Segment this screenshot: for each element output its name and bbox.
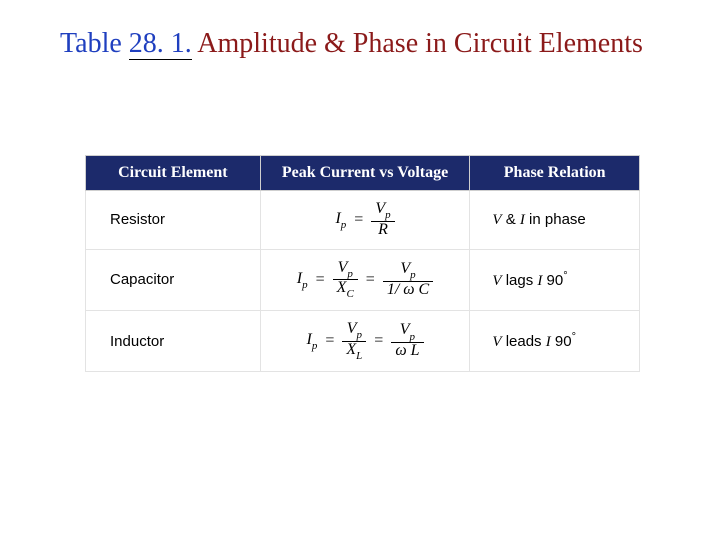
col-header-element: Circuit Element bbox=[86, 156, 261, 191]
page-title: Table 28. 1. Amplitude & Phase in Circui… bbox=[60, 28, 680, 60]
cell-phase: V lags I 90° bbox=[470, 249, 640, 310]
cell-formula: Ip=VpR bbox=[260, 191, 470, 250]
cell-element: Capacitor bbox=[86, 249, 261, 310]
cell-element: Resistor bbox=[86, 191, 261, 250]
cell-phase: V leads I 90° bbox=[470, 311, 640, 372]
cell-phase: V & I in phase bbox=[470, 191, 640, 250]
table-header-row: Circuit Element Peak Current vs Voltage … bbox=[86, 156, 640, 191]
col-header-phase: Phase Relation bbox=[470, 156, 640, 191]
title-number: 28. 1. bbox=[129, 28, 192, 60]
cell-formula: Ip=VpXC=Vp1/ ω C bbox=[260, 249, 470, 310]
cell-element: Inductor bbox=[86, 311, 261, 372]
col-header-formula: Peak Current vs Voltage bbox=[260, 156, 470, 191]
table-row: CapacitorIp=VpXC=Vp1/ ω CV lags I 90° bbox=[86, 249, 640, 310]
table-row: ResistorIp=VpRV & I in phase bbox=[86, 191, 640, 250]
table: Circuit Element Peak Current vs Voltage … bbox=[85, 155, 640, 372]
title-prefix: Table bbox=[60, 28, 122, 59]
title-text: Amplitude & Phase in Circuit Elements bbox=[197, 28, 643, 59]
circuit-elements-table: Circuit Element Peak Current vs Voltage … bbox=[85, 155, 640, 372]
cell-formula: Ip=VpXL=Vpω L bbox=[260, 311, 470, 372]
table-row: InductorIp=VpXL=Vpω LV leads I 90° bbox=[86, 311, 640, 372]
